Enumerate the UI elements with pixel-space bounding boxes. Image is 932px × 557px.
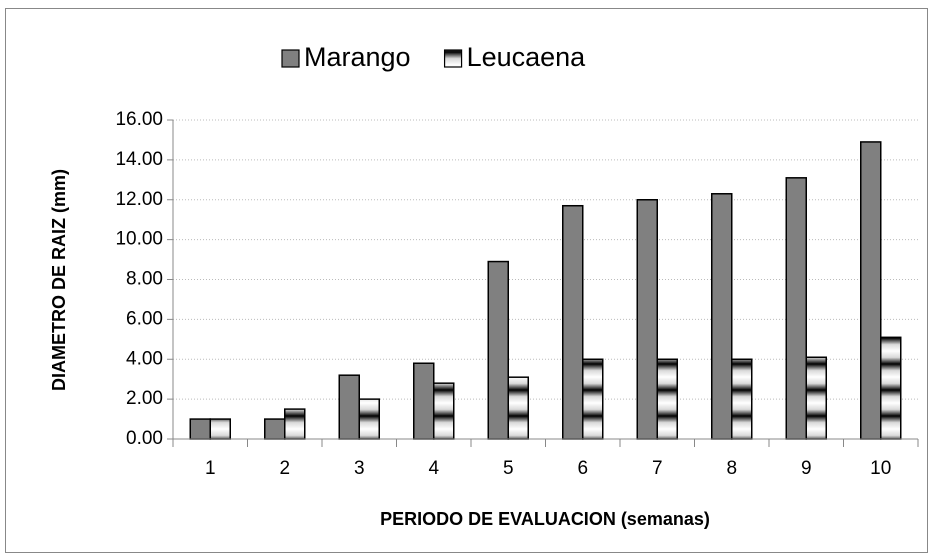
x-tick-label: 7 [652, 458, 663, 479]
y-tick-label: 16.00 [115, 109, 163, 130]
bar [711, 193, 733, 440]
y-axis-title: DIAMETRO DE RAIZ (mm) [49, 169, 69, 391]
bar [358, 398, 380, 440]
bar [189, 418, 211, 440]
y-tick-label: 10.00 [115, 229, 163, 250]
bar [209, 418, 231, 440]
legend-swatch [281, 49, 300, 68]
x-tick-label: 2 [279, 458, 290, 479]
x-tick-label: 5 [503, 458, 514, 479]
x-tick-label: 9 [801, 458, 812, 479]
bar [731, 358, 753, 440]
bar [507, 376, 529, 440]
legend-label: Leucaena [467, 42, 587, 72]
bar [413, 362, 435, 440]
bar [656, 358, 678, 440]
bar [582, 358, 604, 440]
x-tick-label: 6 [577, 458, 588, 479]
bar [433, 382, 455, 440]
bar [562, 204, 584, 440]
bar [284, 408, 306, 440]
x-tick-label: 3 [354, 458, 365, 479]
bar [785, 177, 807, 440]
y-tick-label: 8.00 [126, 269, 163, 290]
bar [487, 260, 509, 440]
x-axis-title: PERIODO DE EVALUACION (semanas) [380, 509, 710, 529]
x-tick-label: 1 [205, 458, 216, 479]
bar [636, 199, 658, 440]
bar [338, 374, 360, 440]
y-tick-label: 2.00 [126, 388, 163, 409]
legend-label: Marango [304, 42, 411, 72]
y-tick-label: 12.00 [115, 189, 163, 210]
bar [860, 141, 882, 440]
x-tick-label: 10 [870, 458, 891, 479]
x-tick-label: 4 [428, 458, 439, 479]
bar [805, 356, 827, 440]
chart-frame [5, 8, 928, 553]
y-tick-label: 0.00 [126, 428, 163, 449]
y-tick-label: 4.00 [126, 348, 163, 369]
legend-swatch [443, 49, 463, 68]
x-tick-label: 8 [726, 458, 737, 479]
bar [264, 418, 286, 440]
y-tick-label: 14.00 [115, 149, 163, 170]
bar [880, 336, 902, 440]
y-tick-label: 6.00 [126, 308, 163, 329]
